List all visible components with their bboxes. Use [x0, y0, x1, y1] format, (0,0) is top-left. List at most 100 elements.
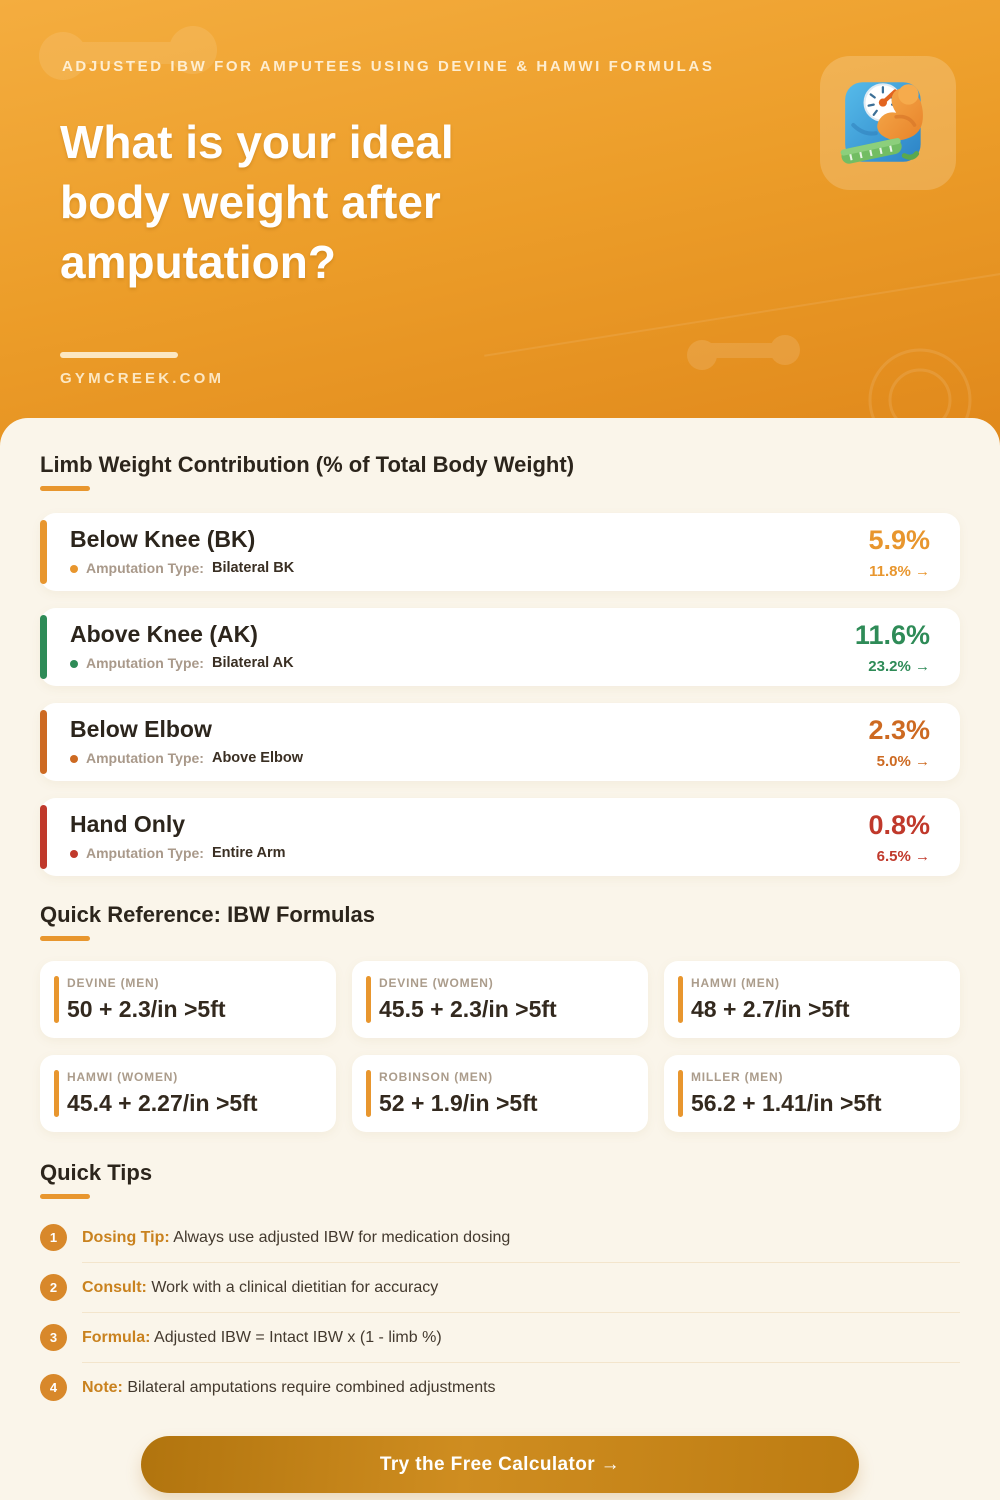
- row-accent-bar: [40, 520, 47, 584]
- card-accent-bar: [366, 976, 371, 1023]
- formula-label: DEVINE (MEN): [67, 976, 160, 990]
- bullet-dot-icon: [70, 754, 78, 763]
- card-accent-bar: [54, 976, 59, 1023]
- limb-name: Below Knee (BK): [70, 526, 256, 552]
- bilateral-percentage-link[interactable]: 6.5% →: [876, 848, 930, 865]
- formula-label: DEVINE (WOMEN): [379, 976, 494, 990]
- diagonal-texture-line: [484, 245, 1000, 357]
- amputation-type-row: Amputation Type: Entire Arm: [70, 845, 286, 862]
- tip-divider: [82, 1362, 960, 1363]
- amputation-type-value: Entire Arm: [211, 845, 286, 861]
- limb-contribution-list: Below Knee (BK) Amputation Type: Bilater…: [40, 513, 960, 876]
- page-title: What is your ideal body weight after amp…: [60, 112, 454, 292]
- limb-row-below-knee: Below Knee (BK) Amputation Type: Bilater…: [40, 513, 960, 591]
- tip-item-dosing: 1 Dosing Tip: Always use adjusted IBW fo…: [40, 1213, 960, 1262]
- formula-value: 45.4 + 2.27/in >5ft: [67, 1090, 258, 1116]
- tip-text: Formula: Adjusted IBW = Intact IBW x (1 …: [82, 1329, 442, 1347]
- card-accent-bar: [678, 1070, 683, 1117]
- bullet-dot-icon: [70, 849, 78, 858]
- formula-value: 52 + 1.9/in >5ft: [379, 1090, 538, 1116]
- formula-value: 56.2 + 1.41/in >5ft: [691, 1090, 882, 1116]
- limb-name: Above Knee (AK): [70, 621, 258, 647]
- header-accent-rule: [60, 352, 178, 358]
- amputation-type-row: Amputation Type: Above Elbow: [70, 750, 303, 767]
- limb-percentage: 0.8%: [868, 810, 930, 840]
- bilateral-percentage-link[interactable]: 23.2% →: [868, 658, 930, 675]
- formula-value: 50 + 2.3/in >5ft: [67, 996, 226, 1022]
- row-accent-bar: [40, 615, 47, 679]
- try-calculator-button[interactable]: Try the Free Calculator →: [141, 1436, 859, 1493]
- eyebrow-text: ADJUSTED IBW FOR AMPUTEES USING DEVINE &…: [62, 58, 715, 75]
- tip-label: Note:: [82, 1378, 123, 1396]
- tip-number-badge: 1: [40, 1224, 67, 1251]
- formula-card-miller-men: MILLER (MEN) 56.2 + 1.41/in >5ft: [664, 1055, 960, 1132]
- page-title-line: body weight after: [60, 176, 441, 228]
- row-accent-bar: [40, 805, 47, 869]
- limb-row-hand-only: Hand Only Amputation Type: Entire Arm 0.…: [40, 798, 960, 876]
- formula-card-robinson-men: ROBINSON (MEN) 52 + 1.9/in >5ft: [352, 1055, 648, 1132]
- tip-body: Always use adjusted IBW for medication d…: [173, 1228, 511, 1246]
- formulas-section-heading: Quick Reference: IBW Formulas: [40, 902, 375, 927]
- formula-label: HAMWI (WOMEN): [67, 1070, 179, 1084]
- formula-value: 48 + 2.7/in >5ft: [691, 996, 850, 1022]
- tip-label: Formula:: [82, 1328, 151, 1346]
- amputation-type-label: Amputation Type:: [86, 750, 204, 766]
- row-accent-bar: [40, 710, 47, 774]
- limb-row-above-knee: Above Knee (AK) Amputation Type: Bilater…: [40, 608, 960, 686]
- tip-divider: [82, 1312, 960, 1313]
- heading-accent-underline: [40, 486, 90, 491]
- tip-body: Bilateral amputations require combined a…: [127, 1378, 496, 1396]
- formula-label: HAMWI (MEN): [691, 976, 780, 990]
- tip-divider: [82, 1262, 960, 1263]
- header-site-text: GYMCREEK.COM: [60, 370, 225, 387]
- limb-percentage: 5.9%: [868, 525, 930, 555]
- row-values: 2.3% 5.0% →: [868, 716, 930, 770]
- row-values: 5.9% 11.8% →: [868, 526, 930, 580]
- row-info: Hand Only Amputation Type: Entire Arm: [70, 811, 286, 862]
- row-info: Above Knee (AK) Amputation Type: Bilater…: [70, 621, 294, 672]
- row-info: Below Knee (BK) Amputation Type: Bilater…: [70, 526, 294, 577]
- quick-tips-list: 1 Dosing Tip: Always use adjusted IBW fo…: [40, 1213, 960, 1412]
- limb-percentage: 11.6%: [854, 620, 930, 650]
- page-title-line: What is your ideal: [60, 116, 454, 168]
- limb-name: Below Elbow: [70, 716, 212, 742]
- formula-cards-grid: DEVINE (MEN) 50 + 2.3/in >5ft DEVINE (WO…: [40, 961, 960, 1132]
- scale-muscle-tape-icon: [840, 82, 923, 164]
- card-accent-bar: [366, 1070, 371, 1117]
- formula-card-devine-men: DEVINE (MEN) 50 + 2.3/in >5ft: [40, 961, 336, 1038]
- limb-row-below-elbow: Below Elbow Amputation Type: Above Elbow…: [40, 703, 960, 781]
- tip-text: Consult: Work with a clinical dietitian …: [82, 1279, 438, 1297]
- amputation-type-row: Amputation Type: Bilateral AK: [70, 655, 294, 672]
- amputation-type-label: Amputation Type:: [86, 655, 204, 671]
- header-banner: ADJUSTED IBW FOR AMPUTEES USING DEVINE &…: [0, 0, 1000, 452]
- tip-body: Work with a clinical dietitian for accur…: [151, 1278, 439, 1296]
- bilateral-percentage-link[interactable]: 11.8% →: [869, 563, 930, 580]
- heading-accent-underline: [40, 936, 90, 941]
- bilateral-percentage-link[interactable]: 5.0% →: [876, 753, 930, 770]
- tip-label: Consult:: [82, 1278, 147, 1296]
- tip-number-badge: 3: [40, 1324, 67, 1351]
- heading-accent-underline: [40, 1194, 90, 1199]
- amputation-type-label: Amputation Type:: [86, 560, 204, 576]
- amputation-type-label: Amputation Type:: [86, 845, 204, 861]
- tip-text: Note: Bilateral amputations require comb…: [82, 1379, 496, 1397]
- dumbbell-texture-icon: [687, 335, 800, 370]
- page-title-line: amputation?: [60, 236, 336, 288]
- tip-item-consult: 2 Consult: Work with a clinical dietitia…: [40, 1263, 960, 1312]
- content-panel: Limb Weight Contribution (% of Total Bod…: [0, 418, 1000, 1500]
- row-info: Below Elbow Amputation Type: Above Elbow: [70, 716, 303, 767]
- tip-number-badge: 2: [40, 1274, 67, 1301]
- tip-item-note: 4 Note: Bilateral amputations require co…: [40, 1363, 960, 1412]
- tips-section-heading: Quick Tips: [40, 1160, 153, 1185]
- bullet-dot-icon: [70, 659, 78, 668]
- formula-card-hamwi-men: HAMWI (MEN) 48 + 2.7/in >5ft: [664, 961, 960, 1038]
- bullet-dot-icon: [70, 564, 78, 573]
- row-values: 0.8% 6.5% →: [868, 811, 930, 865]
- tip-label: Dosing Tip:: [82, 1228, 170, 1246]
- amputation-type-value: Bilateral AK: [211, 655, 294, 671]
- formula-card-devine-women: DEVINE (WOMEN) 45.5 + 2.3/in >5ft: [352, 961, 648, 1038]
- amputation-type-row: Amputation Type: Bilateral BK: [70, 560, 294, 577]
- card-accent-bar: [54, 1070, 59, 1117]
- row-values: 11.6% 23.2% →: [855, 621, 930, 675]
